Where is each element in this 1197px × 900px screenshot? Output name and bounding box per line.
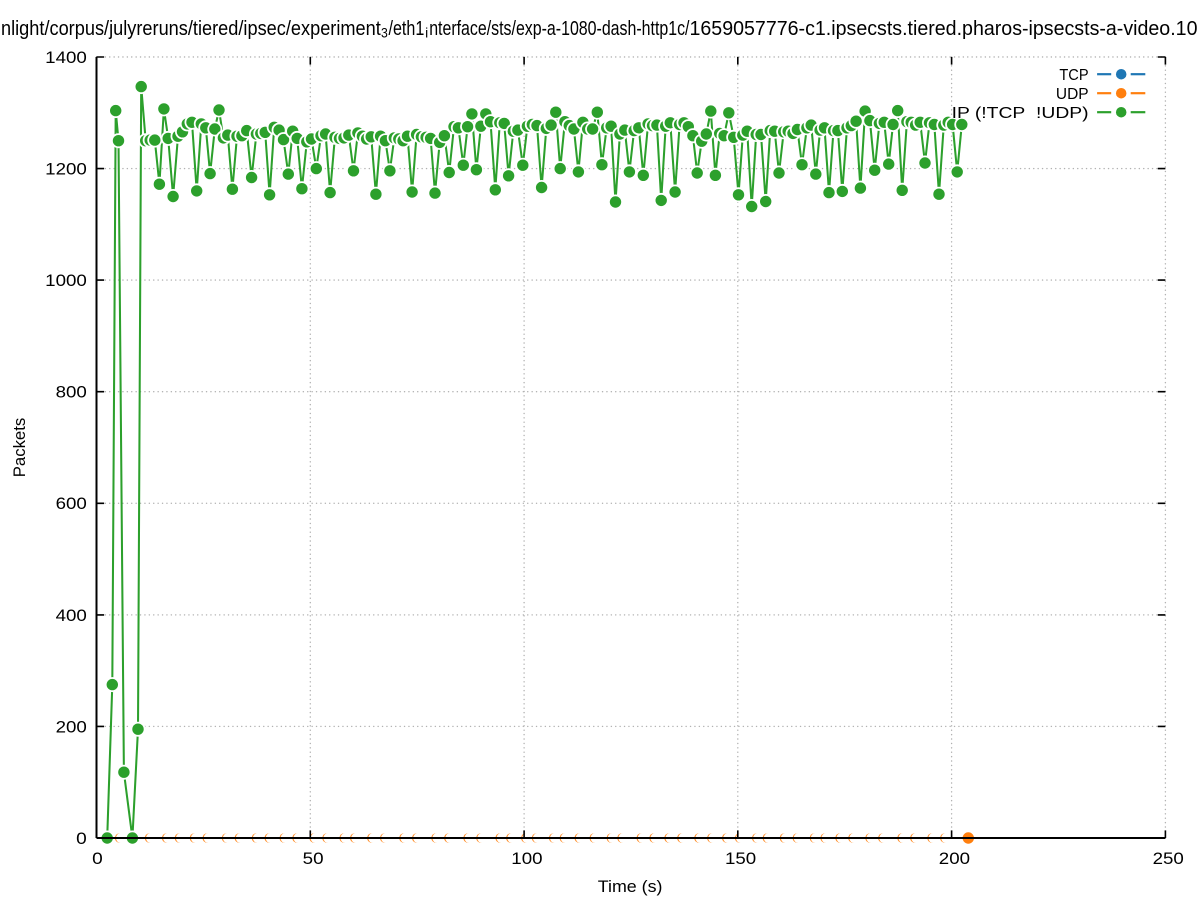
svg-text:1400: 1400 xyxy=(45,49,87,67)
svg-text:1659057776-c1.ipsecsts.tiered.: 1659057776-c1.ipsecsts.tiered.pharos-ips… xyxy=(690,17,1197,40)
svg-text:400: 400 xyxy=(56,607,87,625)
svg-text:150: 150 xyxy=(725,850,756,868)
svg-text:800: 800 xyxy=(56,384,87,402)
svg-text:600: 600 xyxy=(56,495,87,513)
svg-text:e: e xyxy=(0,17,1,40)
svg-text:0: 0 xyxy=(92,850,103,868)
svg-text:1200: 1200 xyxy=(45,161,87,179)
svg-text:50: 50 xyxy=(303,850,324,868)
svg-text:/eth1: /eth1 xyxy=(389,17,425,40)
svg-text:Packets: Packets xyxy=(10,418,29,478)
svg-text:TCP: TCP xyxy=(1059,67,1088,84)
svg-text:i: i xyxy=(425,26,428,41)
svg-text:250: 250 xyxy=(1153,850,1184,868)
svg-text:UDP: UDP xyxy=(1056,86,1089,103)
svg-text:Time (s): Time (s) xyxy=(598,877,663,896)
svg-text:200: 200 xyxy=(939,850,970,868)
svg-text:3: 3 xyxy=(381,26,388,41)
svg-text:100: 100 xyxy=(511,850,542,868)
svg-text:200: 200 xyxy=(56,718,87,736)
svg-text:IP (!TCP !UDP): IP (!TCP !UDP) xyxy=(952,105,1089,122)
svg-text:1000: 1000 xyxy=(45,272,87,290)
svg-text:nlight/corpus/julyreruns/tiere: nlight/corpus/julyreruns/tiered/ipsec/ex… xyxy=(1,17,381,40)
svg-text:0: 0 xyxy=(76,830,87,848)
svg-text:nterface/sts/exp-a-1080-dash-h: nterface/sts/exp-a-1080-dash-http1c/ xyxy=(429,17,690,40)
